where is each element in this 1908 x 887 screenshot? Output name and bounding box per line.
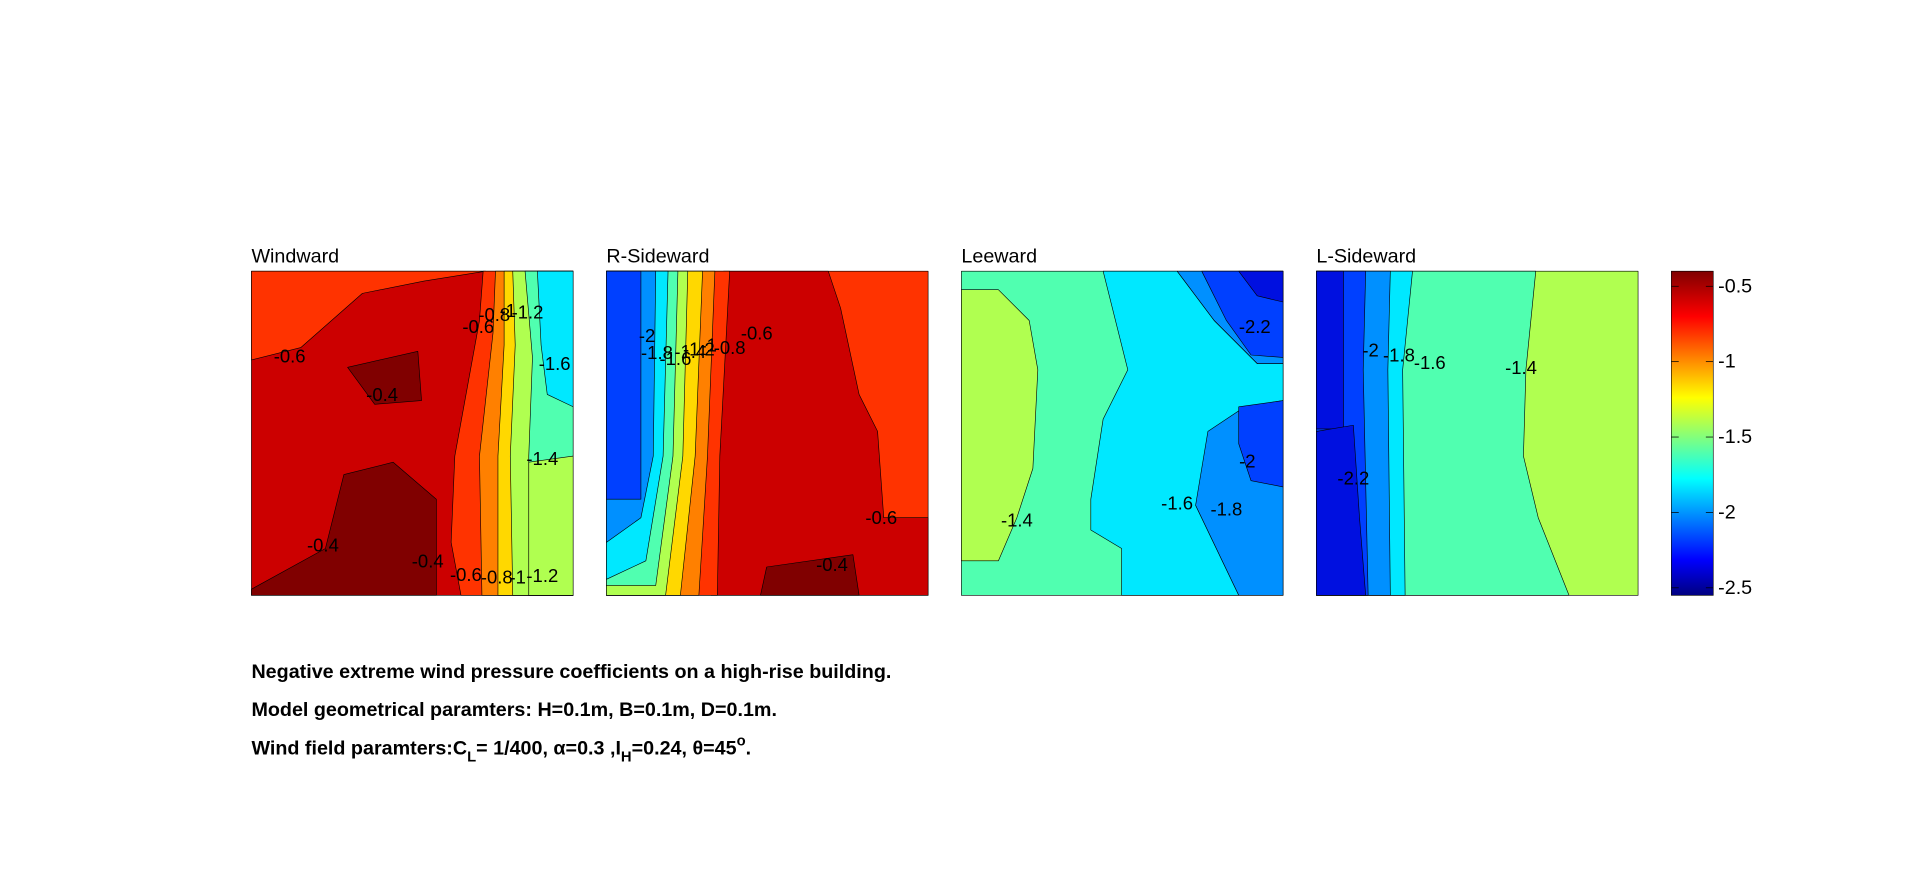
contour-label: -0.6: [462, 316, 494, 337]
contour-label: -0.6: [450, 564, 482, 585]
caption-subscript: L: [467, 750, 476, 766]
caption-part: =0.24, θ=45: [632, 737, 737, 759]
contour-label: -0.4: [816, 554, 848, 575]
colorbar-tick-label: -2.5: [1718, 577, 1752, 599]
contour-label: -2: [1239, 451, 1255, 472]
colorbar: [1671, 270, 1714, 596]
caption-part: Wind field paramters:C: [251, 737, 467, 759]
contour-label: -0.8: [714, 337, 746, 358]
contour-label: -0.6: [741, 322, 773, 343]
contour-label: -1.6: [1414, 352, 1446, 373]
leeward-contours: [961, 270, 1284, 596]
colorbar-tick-label: -0.5: [1718, 275, 1752, 297]
contour-label: -1.2: [683, 338, 715, 359]
contour-label: -1.8: [1383, 345, 1415, 366]
caption-line: Negative extreme wind pressure coefficie…: [251, 661, 891, 683]
contour-label: -0.6: [865, 507, 897, 528]
l-sideward-contours: [1316, 270, 1639, 596]
colorbar-tick-label: -1.5: [1718, 426, 1752, 448]
contour-label: -1.6: [539, 353, 571, 374]
contour-label: -2.2: [1337, 468, 1369, 489]
caption-part: .: [746, 737, 751, 759]
windward-contours: [251, 270, 574, 596]
contour-label: -1.4: [674, 341, 706, 362]
contour-label: -0.6: [274, 346, 306, 367]
panel-title: R-Sideward: [606, 246, 709, 268]
r-sideward-contours: [606, 270, 929, 596]
contour-label: -2.2: [1239, 316, 1271, 337]
contour-label: -0.8: [481, 566, 513, 587]
panel-title: Leeward: [961, 246, 1037, 268]
caption-subscript: H: [621, 750, 632, 766]
colorbar-tick-label: -2: [1718, 501, 1736, 523]
contour-label: -1.4: [526, 448, 558, 469]
contour-label: -0.4: [307, 534, 339, 555]
caption: Negative extreme wind pressure coefficie…: [251, 661, 891, 766]
contour-label: -1.6: [660, 348, 692, 369]
contour-label: -0.4: [366, 384, 398, 405]
contour-label: -1.8: [641, 342, 673, 363]
contour-label: -2: [1362, 340, 1378, 361]
contour-label: -2: [639, 325, 655, 346]
caption-superscript: o: [737, 734, 746, 750]
caption-part: = 1/400, α=0.3 ,I: [476, 737, 621, 759]
contour-label: -0.4: [412, 550, 444, 571]
contour-label: -0.8: [478, 304, 510, 325]
contour-label: -1.2: [512, 301, 544, 322]
contour-label: -1.8: [1210, 499, 1242, 520]
contour-label: -1.6: [1161, 492, 1193, 513]
contour-label: -1.4: [1001, 510, 1033, 531]
caption-line: Wind field paramters:CL= 1/400, α=0.3 ,I…: [251, 734, 751, 766]
contour-label: -1: [509, 566, 525, 587]
panel-title: L-Sideward: [1316, 246, 1416, 268]
contour-label: -1.4: [1505, 357, 1537, 378]
contour-label: -1.2: [526, 565, 558, 586]
colorbar-tick-label: -1: [1718, 351, 1736, 373]
caption-line: Model geometrical paramters: H=0.1m, B=0…: [251, 699, 777, 721]
contour-label: -1: [500, 300, 516, 321]
contour-label: -1: [701, 335, 717, 356]
panel-title: Windward: [251, 246, 339, 268]
